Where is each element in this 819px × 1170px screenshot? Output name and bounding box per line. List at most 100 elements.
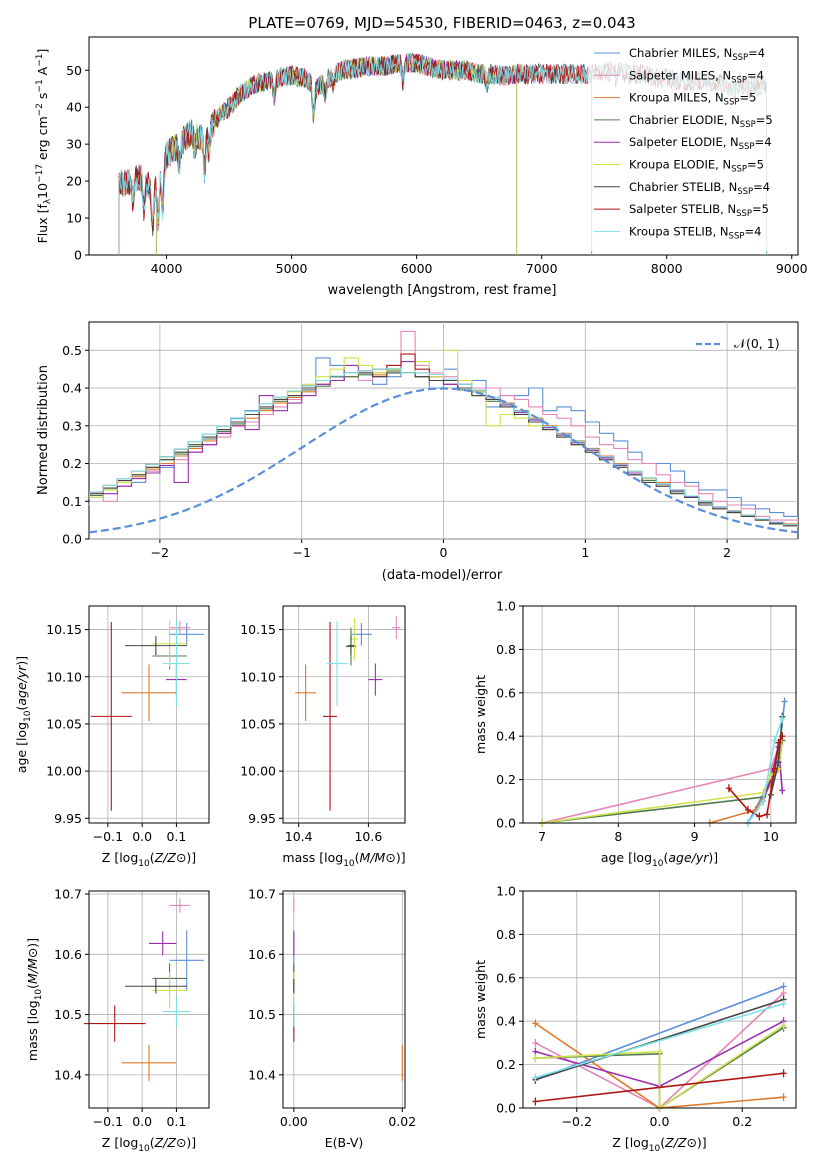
weight-line: [535, 1024, 785, 1110]
x-tick-label: 2: [723, 545, 731, 560]
y-axis-label: mass weight: [473, 960, 488, 1039]
mass-vs-metallicity-plot: −0.1 0.0 0.1 10.4 10.5 10.6 10.7 Z [log10(Z/Z⊙)…: [25, 887, 210, 1154]
y-tick-label: 9.95: [248, 811, 276, 826]
y-tick-label: 10.00: [240, 764, 276, 779]
y-axis-label: mass [log10(M/M⊙)]: [25, 938, 44, 1061]
y-tick-label: 10.15: [240, 622, 276, 637]
legend-entry: Chabrier STELIB, NSSP=4: [629, 180, 770, 197]
x-tick-label: 0.0: [132, 1114, 152, 1129]
x-tick-label: 0.02: [388, 1114, 416, 1129]
legend-entry: Kroupa ELODIE, NSSP=5: [629, 158, 764, 175]
legend-entry: Chabrier ELODIE, NSSP=5: [629, 113, 773, 130]
legend-entry: Salpeter ELODIE, NSSP=4: [629, 135, 772, 152]
y-tick-label: 10.15: [46, 622, 82, 637]
axes-frame: [522, 890, 797, 1109]
x-tick-label: 1: [581, 545, 589, 560]
y-tick-label: 50: [66, 63, 82, 78]
legend-entry: Chabrier MILES, NSSP=4: [629, 46, 765, 63]
y-tick-label: 0.8: [496, 642, 516, 657]
y-axis-label: age [log10(age/yr)]: [14, 656, 33, 773]
axes-frame: [88, 36, 799, 256]
y-tick-label: 9.95: [54, 811, 82, 826]
axes-frame: [88, 605, 210, 824]
residual-y-axis-label: Normed distribution: [36, 365, 51, 495]
x-tick-label: 9000: [776, 261, 808, 276]
y-tick-label: 0.4: [496, 1014, 516, 1029]
gaussian-curve: [88, 387, 799, 534]
legend-entry: Kroupa STELIB, NSSP=4: [629, 224, 761, 241]
x-tick-label: −0.2: [562, 1114, 592, 1129]
y-tick-label: 0.0: [496, 816, 516, 831]
x-tick-label: −0.1: [93, 1114, 123, 1129]
y-axis-label: mass weight: [473, 675, 488, 754]
y-tick-label: 0.3: [62, 418, 82, 433]
x-axis-label: age [log10(age/yr)]: [601, 850, 718, 869]
y-tick-label: 1.0: [496, 884, 516, 899]
y-tick-label: 10.5: [248, 1007, 276, 1022]
residual-x-axis-label: (data-model)/error: [382, 568, 503, 583]
x-tick-label: 10.4: [285, 829, 313, 844]
legend-entry: Salpeter STELIB, NSSP=5: [629, 202, 769, 219]
y-tick-label: 1.0: [496, 599, 516, 614]
weight-vs-metallicity-plot: −0.2 0.0 0.2 0.0 0.2 0.4 0.6 0.8 1.0 Z [log10(Z/Z…: [473, 884, 797, 1154]
x-tick-label: 0.1: [166, 829, 186, 844]
y-tick-label: 40: [66, 100, 82, 115]
x-tick-label: 9: [691, 829, 699, 844]
y-tick-label: 0.4: [62, 381, 82, 396]
y-tick-label: 0.6: [496, 970, 516, 985]
x-axis-label: mass [log10(M/M⊙)]: [282, 850, 405, 869]
age-vs-metallicity-plot: −0.1 0.0 0.1 9.95 10.00 10.05 10.10 10.15 Z [log…: [14, 605, 210, 869]
spectrum-y-axis-text: Flux [fλ10−17 erg cm−2 s−1 A−1]: [35, 49, 53, 244]
histogram-series: [89, 367, 798, 528]
weight-line: [535, 1072, 784, 1103]
y-tick-label: 10.6: [248, 947, 276, 962]
x-tick-label: 0.2: [732, 1114, 752, 1129]
y-tick-label: 0.0: [62, 532, 82, 547]
y-tick-label: 0: [74, 248, 82, 263]
x-axis-label: Z [log10(Z/Z⊙)]: [102, 850, 196, 869]
y-tick-label: 0.8: [496, 927, 516, 942]
y-tick-label: 10.10: [240, 669, 276, 684]
spectrum-x-axis-label: wavelength [Angstrom, rest frame]: [328, 283, 557, 298]
legend-entry: Salpeter MILES, NSSP=4: [629, 68, 764, 85]
x-tick-label: −0.1: [93, 829, 123, 844]
weight-line: [747, 718, 784, 824]
x-tick-label: 0.0: [650, 1114, 670, 1129]
axes-frame: [522, 605, 797, 824]
y-tick-label: 30: [66, 137, 82, 152]
x-tick-label: 4000: [151, 261, 183, 276]
y-tick-label: 0.2: [496, 1057, 516, 1072]
y-tick-label: 10.05: [46, 716, 82, 731]
legend-entry: Kroupa MILES, NSSP=5: [629, 91, 756, 108]
x-tick-label: −1: [292, 545, 310, 560]
y-tick-label: 0.4: [496, 729, 516, 744]
y-tick-label: 10.7: [54, 887, 82, 902]
x-axis-label: E(B-V): [325, 1135, 364, 1150]
y-tick-label: 10.05: [240, 716, 276, 731]
x-tick-label: 7000: [526, 261, 558, 276]
residual-panel: −2 −1 0 1 2 0.0 0.1 0.2 0.3 0.4 0.5 𝒩(0, 1) (data-m…: [36, 321, 799, 583]
y-tick-label: 10.4: [248, 1067, 276, 1082]
x-tick-label: 0.00: [280, 1114, 308, 1129]
x-tick-label: 10.6: [354, 829, 382, 844]
y-tick-label: 10: [66, 211, 82, 226]
spectrum-panel: PLATE=0769, MJD=54530, FIBERID=0463, z=0…: [35, 14, 808, 298]
gaussian-legend-label: 𝒩(0, 1): [734, 336, 780, 351]
y-tick-label: 10.00: [46, 764, 82, 779]
y-tick-label: 0.5: [62, 343, 82, 358]
legend-background: [588, 41, 795, 251]
residual-histogram-plot: −2 −1 0 1 2 0.0 0.1 0.2 0.3 0.4 0.5 𝒩(0, 1): [62, 321, 799, 560]
y-tick-label: 10.7: [248, 887, 276, 902]
y-tick-label: 0.0: [496, 1101, 516, 1116]
x-tick-label: −2: [151, 545, 169, 560]
x-tick-label: 0.1: [166, 1114, 186, 1129]
weight-vs-age-plot: 7 8 9 10 0.0 0.2 0.4 0.6 0.8 1.0 age [log10(age/yr…: [473, 599, 797, 869]
y-tick-label: 20: [66, 174, 82, 189]
y-tick-label: 0.2: [496, 772, 516, 787]
x-tick-label: 6000: [401, 261, 433, 276]
x-tick-label: 0.0: [132, 829, 152, 844]
spectrum-plot: 4000 5000 6000 7000 8000 9000 0 10 20 30 40 50 Chabr…: [66, 36, 808, 276]
axes-frame: [282, 890, 406, 1109]
x-axis-label: Z [log10(Z/Z⊙)]: [612, 1135, 706, 1154]
y-tick-label: 10.10: [46, 669, 82, 684]
